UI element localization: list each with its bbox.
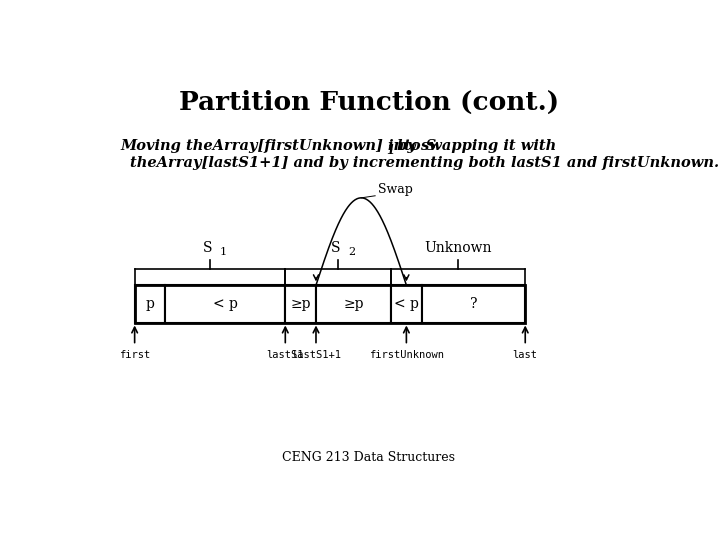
Text: ≥p: ≥p [290,297,311,311]
Bar [392,285,422,322]
Bar [422,285,526,322]
Text: < p: < p [213,297,238,311]
Text: theArray[lastS1+1] and by incrementing both lastS1 and firstUnknown.: theArray[lastS1+1] and by incrementing b… [130,156,719,170]
Bar [166,285,285,322]
Bar [316,285,392,322]
Bar [285,285,316,322]
Bar [135,285,526,322]
Text: 1: 1 [220,247,227,258]
Text: by swapping it with: by swapping it with [392,139,556,153]
Text: S: S [330,241,341,255]
Text: Swap: Swap [378,183,413,196]
Text: Unknown: Unknown [425,241,492,255]
Text: firstUnknown: firstUnknown [369,350,444,361]
Text: ≥p: ≥p [343,297,364,311]
Text: ?: ? [470,297,477,311]
Text: Moving theArray[firstUnknown] into S: Moving theArray[firstUnknown] into S [121,139,437,153]
Text: 2: 2 [348,247,356,258]
Text: 1: 1 [387,144,395,157]
Bar [135,285,166,322]
Text: p: p [145,297,154,311]
Text: S: S [202,241,212,255]
Text: lastS1+1: lastS1+1 [291,350,341,361]
Text: Partition Function (cont.): Partition Function (cont.) [179,90,559,114]
Text: last: last [513,350,538,361]
Text: first: first [119,350,150,361]
Text: < p: < p [395,297,419,311]
Text: lastS1: lastS1 [266,350,304,361]
Text: CENG 213 Data Structures: CENG 213 Data Structures [282,451,456,464]
